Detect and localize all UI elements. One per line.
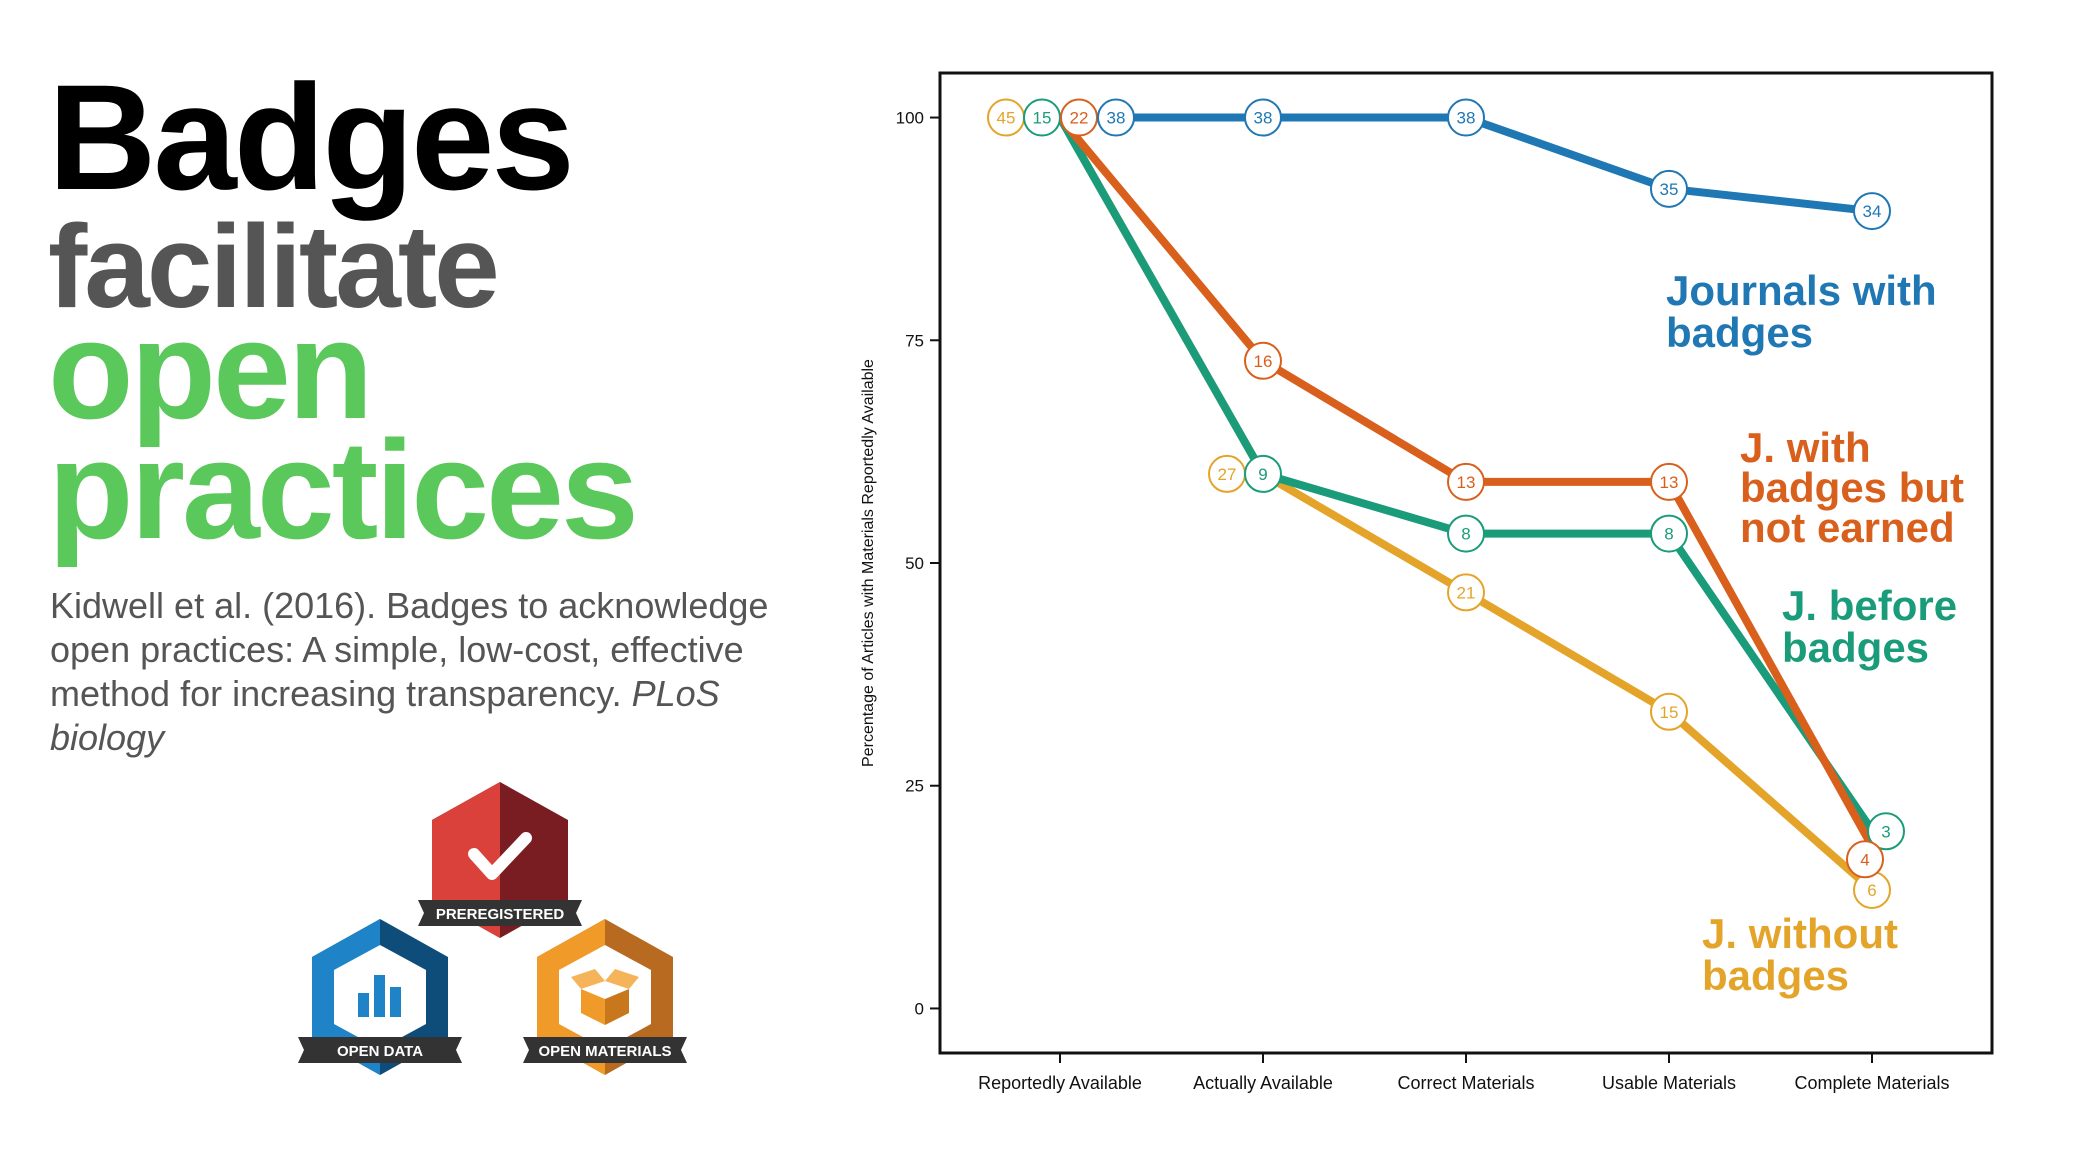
x-tick-label: Complete Materials: [1794, 1073, 1949, 1093]
y-axis-label: Percentage of Articles with Materials Re…: [860, 359, 877, 767]
title-line-practices: practices: [48, 411, 639, 568]
data-point-marker: [1867, 812, 1905, 851]
data-point-label: 3: [1881, 822, 1890, 841]
data-point-label: 15: [1033, 109, 1052, 128]
data-point-label: 38: [1457, 109, 1476, 128]
data-point-marker: [1650, 514, 1688, 553]
data-point-label: 45: [997, 109, 1016, 128]
series-name-label: badges but: [1740, 464, 1964, 511]
data-point-label: 38: [1107, 109, 1126, 128]
preregistered-badge: PREREGISTERED: [418, 782, 582, 938]
open-data-badge: OPEN DATA: [298, 919, 462, 1075]
data-point-marker: [1650, 692, 1688, 731]
x-tick-label: Correct Materials: [1397, 1073, 1534, 1093]
data-point-label: 4: [1860, 850, 1869, 869]
open-box-icon: [571, 969, 639, 1025]
y-tick-label: 100: [896, 109, 924, 128]
citation-text: Kidwell et al. (2016). Badges to acknowl…: [50, 585, 769, 714]
series-name-label: J. without: [1702, 910, 1898, 957]
open-data-ribbon: [298, 1037, 462, 1063]
data-point-marker: [1846, 840, 1884, 879]
series-name-label: J. before: [1782, 582, 1957, 629]
data-point-marker: [1650, 462, 1688, 501]
data-point-label: 16: [1254, 352, 1273, 371]
y-tick-label: 25: [905, 777, 924, 796]
open-materials-ribbon: [523, 1037, 687, 1063]
y-tick-label: 75: [905, 331, 924, 350]
data-point-marker: [1447, 514, 1485, 553]
y-tick-label: 0: [915, 999, 924, 1018]
title-line-badges: Badges: [48, 53, 575, 221]
data-point-label: 8: [1461, 525, 1470, 544]
series-name-label: badges: [1782, 624, 1929, 671]
data-point-label: 15: [1660, 703, 1679, 722]
data-point-marker: [1097, 98, 1135, 137]
data-point-label: 35: [1660, 180, 1679, 199]
data-point-label: 38: [1254, 109, 1273, 128]
data-point-marker: [1447, 462, 1485, 501]
title-line-open: open: [48, 291, 373, 448]
series-name-label: Journals with: [1666, 267, 1937, 314]
open-data-badge-label: OPEN DATA: [337, 1043, 423, 1060]
series-name-label: J. with: [1740, 424, 1871, 471]
data-point-label: 22: [1070, 109, 1089, 128]
data-point-marker: [1244, 98, 1282, 137]
data-point-marker: [1447, 573, 1485, 612]
data-point-label: 27: [1218, 465, 1237, 484]
series-name-label: badges: [1666, 309, 1813, 356]
bar-chart-icon: [358, 975, 401, 1017]
open-science-badges: PREREGISTERED OPEN DATA OPEN MATERIALS: [298, 782, 687, 1075]
data-point-label: 13: [1660, 473, 1679, 492]
citation-journal: PLoS biology: [50, 673, 720, 758]
y-tick-label: 50: [905, 554, 924, 573]
title-line-facilitate: facilitate: [48, 201, 500, 333]
data-point-label: 9: [1258, 465, 1267, 484]
data-point-marker: [1244, 341, 1282, 380]
data-point-label: 34: [1863, 202, 1882, 221]
preregistered-badge-label: PREREGISTERED: [436, 906, 565, 923]
preregistered-ribbon: [418, 900, 582, 926]
x-tick-label: Actually Available: [1193, 1073, 1333, 1093]
data-point-label: 13: [1457, 473, 1476, 492]
open-materials-badge-label: OPEN MATERIALS: [538, 1043, 671, 1060]
materials-availability-chart: 0 25 50 75 100 Reportedly Available Actually A…: [860, 71, 1994, 1093]
data-point-label: 6: [1867, 881, 1876, 900]
series-name-label: badges: [1702, 952, 1849, 999]
data-point-marker: [1244, 454, 1282, 493]
data-point-marker: [1447, 98, 1485, 137]
data-point-label: 8: [1664, 525, 1673, 544]
checkmark-icon: [468, 832, 532, 880]
plot-frame: [938, 71, 1994, 1055]
x-tick-label: Usable Materials: [1602, 1073, 1736, 1093]
data-point-label: 21: [1457, 583, 1476, 602]
citation: Kidwell et al. (2016). Badges to acknowl…: [50, 584, 810, 760]
x-tick-label: Reportedly Available: [978, 1073, 1142, 1093]
data-point-marker: [1650, 169, 1688, 208]
series-name-label: not earned: [1740, 504, 1955, 551]
data-point-marker: [1853, 192, 1891, 231]
open-materials-badge: OPEN MATERIALS: [523, 919, 687, 1075]
